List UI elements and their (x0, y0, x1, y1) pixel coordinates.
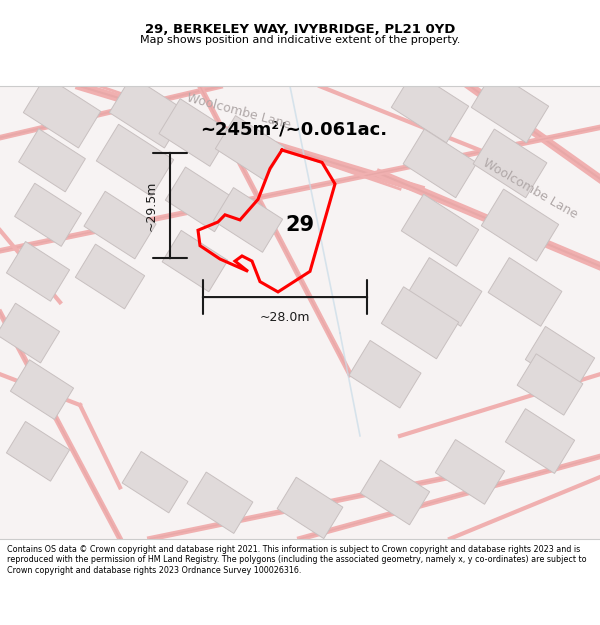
Polygon shape (382, 287, 458, 359)
Text: Woolcombe Lane: Woolcombe Lane (480, 157, 579, 221)
Polygon shape (505, 409, 575, 473)
Polygon shape (401, 194, 479, 266)
Polygon shape (159, 99, 231, 166)
Polygon shape (517, 354, 583, 415)
Text: ~29.5m: ~29.5m (145, 181, 158, 231)
Polygon shape (162, 231, 228, 292)
Polygon shape (19, 129, 85, 192)
Polygon shape (526, 326, 595, 391)
Text: Map shows position and indicative extent of the property.: Map shows position and indicative extent… (140, 35, 460, 45)
Polygon shape (408, 258, 482, 326)
Text: 29, BERKELEY WAY, IVYBRIDGE, PL21 0YD: 29, BERKELEY WAY, IVYBRIDGE, PL21 0YD (145, 23, 455, 36)
Polygon shape (473, 129, 547, 198)
Polygon shape (349, 341, 421, 408)
Polygon shape (488, 258, 562, 326)
Polygon shape (361, 460, 430, 525)
Polygon shape (472, 71, 548, 143)
Text: 29: 29 (286, 215, 314, 235)
Polygon shape (391, 71, 469, 143)
Polygon shape (166, 167, 235, 232)
Text: Woolcombe Lane: Woolcombe Lane (185, 91, 292, 132)
Polygon shape (7, 241, 70, 301)
Polygon shape (97, 124, 173, 196)
Polygon shape (0, 303, 59, 363)
Polygon shape (214, 188, 283, 253)
Text: Contains OS data © Crown copyright and database right 2021. This information is : Contains OS data © Crown copyright and d… (7, 545, 587, 575)
Polygon shape (14, 183, 82, 246)
Polygon shape (23, 76, 101, 148)
Polygon shape (109, 76, 187, 148)
Polygon shape (76, 244, 145, 309)
Polygon shape (10, 360, 74, 419)
Polygon shape (481, 189, 559, 261)
Text: ~28.0m: ~28.0m (260, 311, 310, 324)
Text: ~245m²/~0.061ac.: ~245m²/~0.061ac. (200, 121, 387, 139)
Polygon shape (277, 478, 343, 539)
Polygon shape (84, 191, 156, 259)
Polygon shape (215, 116, 284, 181)
Polygon shape (436, 439, 505, 504)
Polygon shape (122, 451, 188, 513)
Polygon shape (403, 129, 477, 198)
Polygon shape (187, 472, 253, 534)
Polygon shape (7, 421, 70, 481)
